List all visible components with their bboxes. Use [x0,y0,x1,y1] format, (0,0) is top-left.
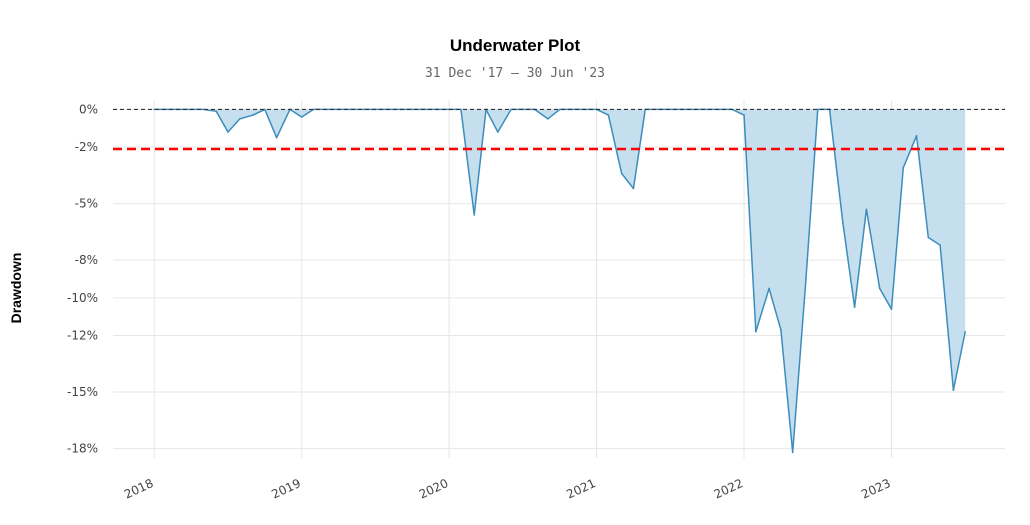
drawdown-point [558,108,561,111]
drawdown-point [952,389,955,391]
drawdown-point [964,330,966,333]
drawdown-point [878,287,881,290]
drawdown-point [275,136,278,139]
x-tick-label: 2019 [269,476,303,502]
chart-title: Underwater Plot [449,36,581,55]
y-tick-label: -12% [67,329,98,343]
drawdown-point [743,114,745,116]
drawdown-point [473,214,476,216]
drawdown-point [768,287,770,290]
drawdown-point [153,108,156,111]
drawdown-point [607,114,610,116]
x-axis-ticks: 2018 2019 2020 2021 2022 2023 [122,476,893,502]
x-tick-label: 2022 [712,476,746,502]
drawdown-point [805,278,807,280]
y-tick-label: -10% [67,291,98,305]
drawdown-point [312,108,315,111]
y-axis-ticks: 0% -2% -5% -8% -10% -12% -15% -18% [67,102,98,455]
drawdown-point [853,306,856,309]
drawdown-point [349,108,352,111]
x-tick-label: 2021 [564,476,598,502]
drawdown-point [362,108,365,111]
drawdown-point [215,110,218,113]
drawdown-point [460,108,462,111]
drawdown-point [264,108,266,111]
drawdown-area [153,108,966,454]
y-tick-label: -2% [75,140,98,154]
reference-lines [113,108,1005,151]
drawdown-point [755,330,757,333]
drawdown-point [510,108,512,111]
y-tick-label: -15% [67,385,98,399]
drawdown-point [706,108,708,111]
drawdown-point [300,116,303,118]
y-tick-label: -5% [75,197,98,211]
drawdown-point [791,451,794,454]
drawdown-point [547,118,549,120]
y-tick-label: -18% [67,442,98,456]
drawdown-point [927,236,930,239]
drawdown-point [252,114,254,116]
drawdown-point [202,108,204,111]
drawdown-fill [154,109,966,453]
drawdown-point [890,308,893,310]
drawdown-point [620,172,623,175]
drawdown-point [227,131,229,133]
drawdown-point [497,131,499,133]
drawdown-point [902,167,905,169]
chart-subtitle: 31 Dec '17 – 30 Jun '23 [424,66,605,81]
drawdown-point [780,329,782,331]
drawdown-point [632,187,635,190]
y-tick-label: 0% [79,102,98,116]
y-tick-label: -8% [75,253,98,267]
drawdown-point [865,208,868,211]
drawdown-point [915,135,918,137]
x-tick-label: 2020 [417,476,451,502]
drawdown-point [816,108,819,111]
x-tick-label: 2023 [859,476,893,502]
x-tick-label: 2018 [122,476,156,502]
drawdown-point [657,108,660,111]
drawdown-point [842,221,844,224]
drawdown-point [238,118,241,120]
drawdown-point [939,244,941,246]
drawdown-point [411,108,414,111]
